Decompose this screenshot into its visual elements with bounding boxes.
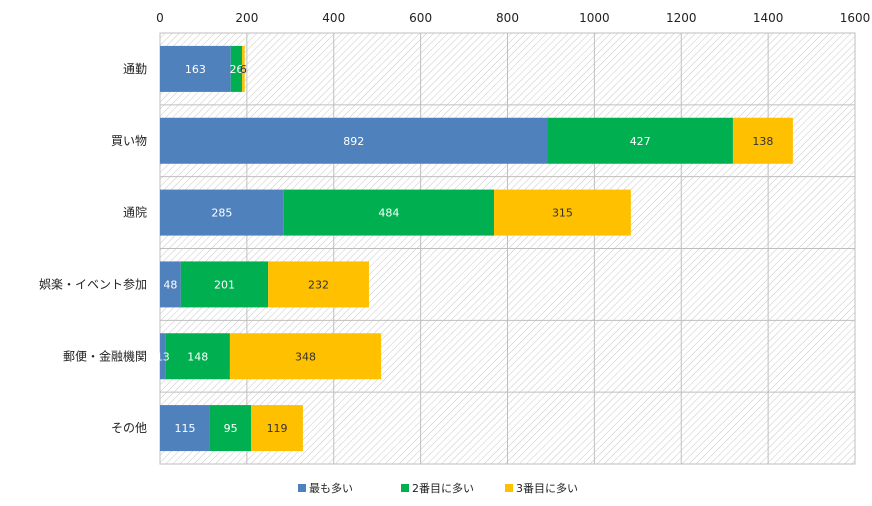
data-label: 115 xyxy=(174,422,195,435)
data-label: 348 xyxy=(295,350,316,363)
data-label: 427 xyxy=(630,135,651,148)
category-label: 買い物 xyxy=(111,134,147,148)
bar-segment xyxy=(251,405,303,452)
bar-segment xyxy=(160,45,231,92)
data-label: 285 xyxy=(211,207,232,220)
x-tick-label: 1600 xyxy=(840,11,871,25)
data-labels: 163 266 892 427 138 285 484 315 48 201 232 13 148 348… xyxy=(156,63,774,435)
x-tick-label: 1000 xyxy=(579,11,610,25)
bar-segment xyxy=(732,117,793,164)
data-label: 95 xyxy=(224,422,238,435)
x-tick-label: 400 xyxy=(322,11,345,25)
data-label: 315 xyxy=(552,207,573,220)
data-label: 119 xyxy=(267,422,288,435)
bar-segment xyxy=(160,189,284,236)
gridlines xyxy=(159,32,856,465)
bar-segment xyxy=(283,189,495,236)
category-label: 郵便・金融機関 xyxy=(63,348,147,363)
x-tick-label: 800 xyxy=(496,11,519,25)
bar-segment xyxy=(160,261,181,308)
legend-swatch xyxy=(401,484,409,492)
bar-segment xyxy=(165,333,230,380)
bar-segment xyxy=(160,117,548,164)
bar-segment xyxy=(547,117,733,164)
category-label: 通勤 xyxy=(123,62,147,76)
x-axis-tick-labels: 0 200 400 600 800 1000 1200 1400 1600 xyxy=(156,11,870,25)
legend-swatch xyxy=(298,484,306,492)
bar-segment xyxy=(268,261,369,308)
data-label: 232 xyxy=(308,278,329,291)
legend: 最も多い 2番目に多い 3番目に多い xyxy=(298,481,578,495)
data-label: 138 xyxy=(752,135,773,148)
data-label: 48 xyxy=(163,278,177,291)
legend-swatch xyxy=(505,484,513,492)
x-tick-label: 0 xyxy=(156,11,164,25)
bar-segment xyxy=(242,45,245,92)
bar-segment xyxy=(230,45,243,92)
legend-label: 最も多い xyxy=(309,481,353,495)
category-label: その他 xyxy=(111,421,147,435)
x-tick-label: 600 xyxy=(409,11,432,25)
category-label: 娯楽・イベント参加 xyxy=(39,276,147,291)
x-tick-label: 1200 xyxy=(666,11,697,25)
data-label: 13 xyxy=(156,350,170,363)
data-label: 484 xyxy=(378,207,399,220)
bar-segment xyxy=(494,189,631,236)
bars xyxy=(160,45,793,452)
category-label: 通院 xyxy=(123,206,147,220)
legend-label: 2番目に多い xyxy=(412,481,474,495)
legend-label: 3番目に多い xyxy=(516,481,578,495)
data-label: 163 xyxy=(185,63,206,76)
bar-segment xyxy=(229,333,382,380)
data-label: 201 xyxy=(214,278,235,291)
bar-segment xyxy=(160,405,210,452)
x-tick-label: 200 xyxy=(235,11,258,25)
bar-segment xyxy=(180,261,269,308)
data-label: 26 xyxy=(229,63,243,76)
data-label: 892 xyxy=(343,135,364,148)
bar-segment xyxy=(160,333,166,380)
x-tick-label: 1400 xyxy=(753,11,784,25)
bar-segment xyxy=(209,405,252,452)
data-label: 6 xyxy=(240,63,247,76)
data-label: 148 xyxy=(187,350,208,363)
